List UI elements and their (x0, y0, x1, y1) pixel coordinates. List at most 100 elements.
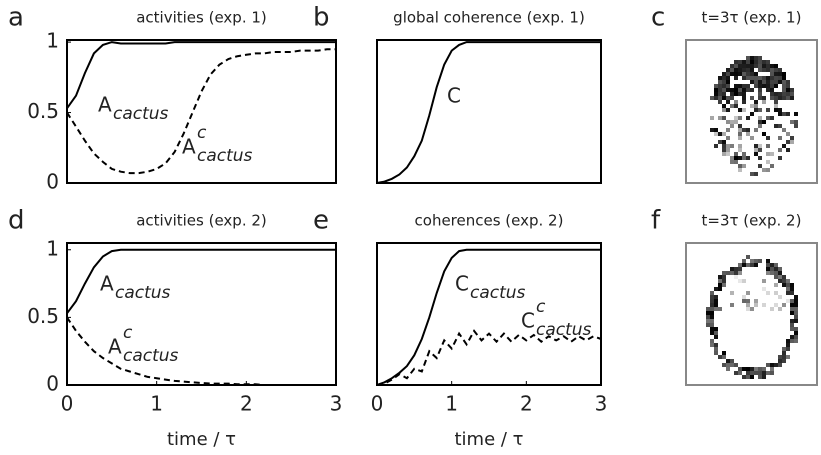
image-pixel (714, 303, 718, 307)
image-pixel (730, 144, 734, 148)
image-pixel (718, 100, 722, 104)
image-pixel (734, 267, 738, 271)
image-pixel (754, 56, 758, 60)
image-pixel (710, 128, 714, 132)
line-series (376, 329, 602, 386)
image-pixel (710, 295, 714, 299)
image-pixel (758, 371, 762, 375)
image-pixel (766, 76, 770, 80)
image-pixel (770, 363, 774, 367)
image-pixel (774, 271, 778, 275)
image-pixel (722, 72, 726, 76)
image-pixel (790, 311, 794, 315)
image-pixel (722, 351, 726, 355)
image-pixel (758, 56, 762, 60)
image-pixel (738, 64, 742, 68)
image-pixel (738, 136, 742, 140)
image-pixel (790, 88, 794, 92)
image-pixel (730, 64, 734, 68)
image-pixel (774, 72, 778, 76)
annotation: C (521, 309, 535, 333)
image-pixel (742, 108, 746, 112)
image-pixel (746, 64, 750, 68)
image-pixel (730, 120, 734, 124)
image-pixel (750, 263, 754, 267)
image-pixel (778, 275, 782, 279)
image-pixel (738, 88, 742, 92)
image-pixel (710, 331, 714, 335)
image-pixel (790, 291, 794, 295)
image-pixel (790, 120, 794, 124)
chart-title: t=3τ (exp. 1) (702, 9, 802, 27)
image-pixel (738, 267, 742, 271)
image-pixel (782, 351, 786, 355)
image-pixel (754, 263, 758, 267)
image-pixel (786, 279, 790, 283)
image-pixel (762, 132, 766, 136)
image-pixel (774, 68, 778, 72)
image-pixel (762, 367, 766, 371)
image-pixel (718, 287, 722, 291)
image-pixel (738, 164, 742, 168)
image-pixel (754, 299, 758, 303)
image-pixel (746, 84, 750, 88)
image-pixel (782, 72, 786, 76)
image-pixel (734, 76, 738, 80)
image-pixel (754, 172, 758, 176)
y-tick-label: 0.5 (27, 99, 59, 123)
image-pixel (734, 88, 738, 92)
line-series (66, 248, 336, 314)
image-pixel (746, 263, 750, 267)
image-pixel (790, 136, 794, 140)
image-pixel (746, 72, 750, 76)
image-pixel (746, 68, 750, 72)
image-pixel (750, 136, 754, 140)
image-pixel (786, 347, 790, 351)
image-pixel (718, 88, 722, 92)
image-pixel (710, 319, 714, 323)
image-pixel (706, 323, 710, 327)
image-pixel (766, 363, 770, 367)
image-pixel (794, 339, 798, 343)
image-pixel (754, 76, 758, 80)
image-pixel (794, 307, 798, 311)
image-pixel (742, 72, 746, 76)
image-pixel (750, 60, 754, 64)
image-pixel (770, 367, 774, 371)
image-pixel (746, 375, 750, 379)
image-pixel (718, 84, 722, 88)
image-pixel (706, 315, 710, 319)
image-pixel (722, 148, 726, 152)
image-pixel (762, 80, 766, 84)
image-pixel (786, 112, 790, 116)
image-pixel (758, 64, 762, 68)
image-pixel (726, 88, 730, 92)
image-pixel (766, 168, 770, 172)
y-tick-label: 0 (46, 170, 59, 194)
image-pixel (714, 92, 718, 96)
image-pixel (758, 76, 762, 80)
image-pixel (766, 80, 770, 84)
image-pixel (750, 76, 754, 80)
image-pixel (746, 371, 750, 375)
image-pixel (758, 80, 762, 84)
image-pixel (742, 64, 746, 68)
annotation: A (100, 272, 114, 296)
image-pixel (738, 60, 742, 64)
image-pixel (742, 367, 746, 371)
image-pixel (750, 104, 754, 108)
image-pixel (714, 96, 718, 100)
image-pixel (714, 88, 718, 92)
image-pixel (738, 84, 742, 88)
image-pixel (786, 291, 790, 295)
image-pixel (738, 156, 742, 160)
image-pixel (770, 371, 774, 375)
image-pixel (742, 96, 746, 100)
image-pixel (750, 112, 754, 116)
image-pixel (726, 108, 730, 112)
image-pixel (766, 160, 770, 164)
image-pixel (714, 144, 718, 148)
image-pixel (774, 263, 778, 267)
image-pixel (726, 144, 730, 148)
image-pixel (726, 271, 730, 275)
